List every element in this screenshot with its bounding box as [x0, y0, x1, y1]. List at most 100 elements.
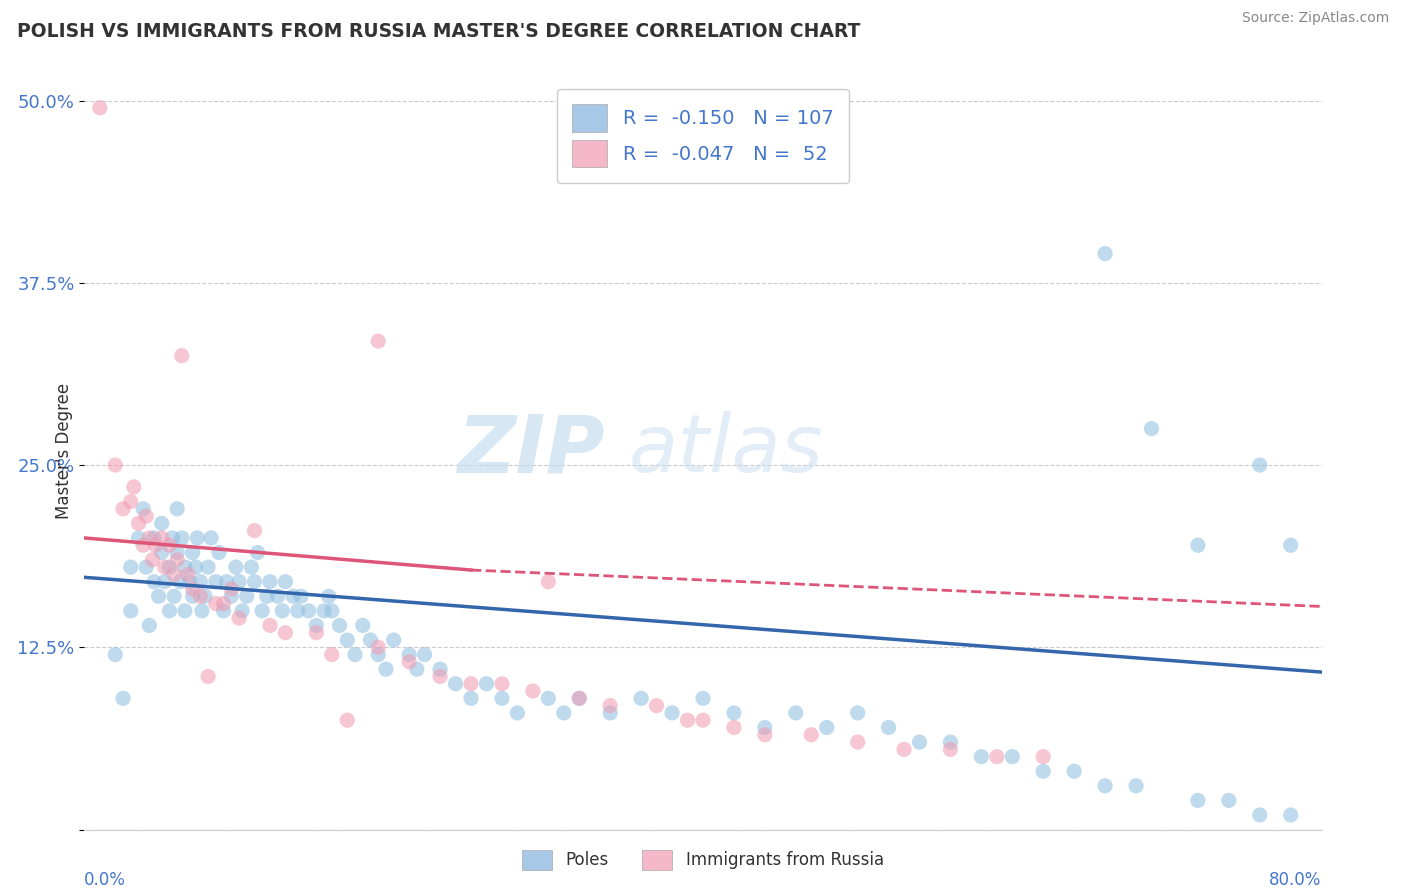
Point [120, 604, 142, 618]
Y-axis label: Master's Degree: Master's Degree [55, 383, 73, 518]
Point [460, 677, 482, 691]
Point [228, 611, 250, 625]
Point [170, 349, 193, 363]
Point [228, 574, 250, 589]
Point [328, 618, 352, 632]
Point [271, 604, 294, 618]
Point [374, 662, 398, 676]
Point [127, 516, 149, 531]
Point [127, 531, 149, 545]
Point [413, 648, 436, 662]
Point [159, 604, 180, 618]
Point [692, 691, 714, 706]
Point [250, 604, 273, 618]
Point [122, 480, 145, 494]
Point [568, 691, 591, 706]
Point [1032, 749, 1054, 764]
Point [186, 531, 208, 545]
Point [169, 574, 191, 589]
Point [785, 706, 807, 720]
Point [143, 531, 166, 545]
Point [444, 677, 467, 691]
Point [177, 567, 200, 582]
Point [197, 560, 219, 574]
Point [89, 101, 111, 115]
Point [1218, 793, 1240, 807]
Point [243, 524, 266, 538]
Point [1032, 764, 1054, 779]
Point [141, 553, 163, 567]
Point [1187, 538, 1209, 552]
Point [986, 749, 1008, 764]
Point [630, 691, 652, 706]
Point [460, 691, 482, 706]
Point [1094, 246, 1116, 260]
Point [132, 501, 155, 516]
Point [1279, 538, 1302, 552]
Point [537, 691, 560, 706]
Point [1187, 793, 1209, 807]
Legend: R =  -0.150   N = 107, R =  -0.047   N =  52: R = -0.150 N = 107, R = -0.047 N = 52 [557, 88, 849, 183]
Point [138, 531, 160, 545]
Point [205, 574, 228, 589]
Point [145, 538, 167, 552]
Point [174, 560, 197, 574]
Point [661, 706, 683, 720]
Point [240, 560, 263, 574]
Point [676, 713, 699, 727]
Point [194, 589, 217, 603]
Point [343, 648, 366, 662]
Point [506, 706, 529, 720]
Point [208, 545, 231, 559]
Point [181, 589, 204, 603]
Point [246, 545, 269, 559]
Point [367, 648, 389, 662]
Point [259, 574, 281, 589]
Point [138, 618, 160, 632]
Point [312, 604, 335, 618]
Point [522, 684, 544, 698]
Point [367, 640, 389, 655]
Point [491, 691, 513, 706]
Point [1094, 779, 1116, 793]
Point [360, 633, 382, 648]
Point [970, 749, 993, 764]
Point [205, 597, 228, 611]
Point [599, 698, 621, 713]
Point [939, 742, 962, 756]
Point [287, 604, 309, 618]
Point [1140, 421, 1163, 435]
Point [120, 560, 142, 574]
Point [305, 618, 328, 632]
Legend: Poles, Immigrants from Russia: Poles, Immigrants from Russia [516, 843, 890, 877]
Point [135, 509, 157, 524]
Point [1063, 764, 1085, 779]
Point [153, 574, 176, 589]
Point [112, 501, 135, 516]
Point [256, 589, 278, 603]
Point [846, 735, 869, 749]
Point [197, 669, 219, 683]
Point [148, 589, 170, 603]
Point [1249, 808, 1271, 822]
Point [150, 516, 173, 531]
Point [274, 625, 297, 640]
Point [191, 604, 214, 618]
Point [104, 648, 127, 662]
Point [170, 531, 193, 545]
Text: POLISH VS IMMIGRANTS FROM RUSSIA MASTER'S DEGREE CORRELATION CHART: POLISH VS IMMIGRANTS FROM RUSSIA MASTER'… [17, 22, 860, 41]
Point [800, 728, 823, 742]
Point [181, 545, 204, 559]
Point [398, 648, 420, 662]
Text: 0.0%: 0.0% [84, 871, 127, 889]
Point [1001, 749, 1024, 764]
Point [723, 721, 745, 735]
Point [692, 713, 714, 727]
Text: Source: ZipAtlas.com: Source: ZipAtlas.com [1241, 11, 1389, 25]
Point [723, 706, 745, 720]
Point [166, 553, 188, 567]
Point [491, 677, 513, 691]
Point [1125, 779, 1147, 793]
Point [352, 618, 374, 632]
Point [179, 574, 201, 589]
